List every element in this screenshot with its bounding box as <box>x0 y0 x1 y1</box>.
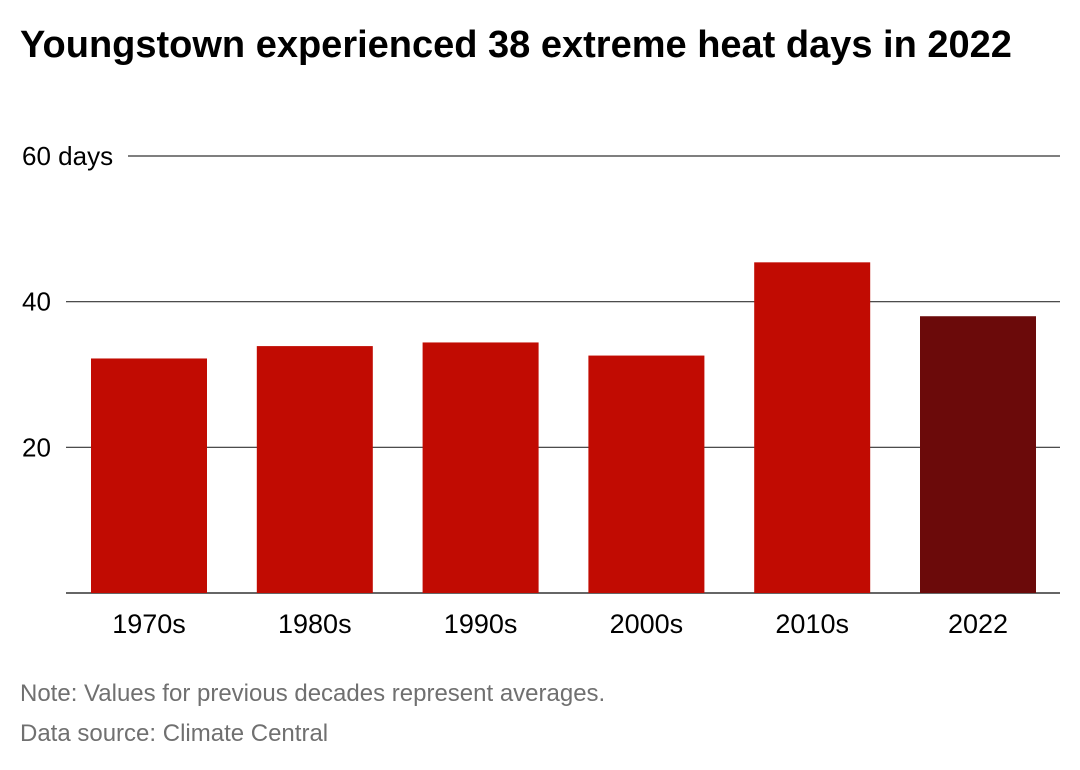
x-tick-label: 1970s <box>112 609 186 639</box>
x-tick-label: 2000s <box>610 609 684 639</box>
x-tick-label: 2010s <box>775 609 849 639</box>
data-source: Data source: Climate Central <box>20 720 329 747</box>
y-tick-label: 60 days <box>22 141 113 171</box>
y-tick-label: 40 <box>22 287 51 317</box>
chart-note: Note: Values for previous decades repres… <box>20 680 606 707</box>
bar-1970s <box>91 358 207 593</box>
bar-1980s <box>256 346 373 593</box>
bars <box>91 262 1036 593</box>
bar-2022 <box>920 316 1036 593</box>
x-tick-label: 1980s <box>278 609 352 639</box>
y-axis-labels: 20 40 60 days <box>22 141 113 462</box>
bar-2010s <box>754 262 871 593</box>
x-tick-label: 2022 <box>948 609 1008 639</box>
x-axis-labels: 1970s 1980s 1990s 2000s 2010s 2022 <box>112 609 1008 639</box>
bar-2000s <box>588 355 705 593</box>
chart-title: Youngstown experienced 38 extreme heat d… <box>20 24 1012 66</box>
gridlines <box>66 155 1060 594</box>
y-tick-label: 20 <box>22 432 51 462</box>
x-tick-label: 1990s <box>444 609 518 639</box>
bar-1990s <box>422 342 539 593</box>
bar-chart: 1970s 1980s 1990s 2000s 2010s 2022 20 40 60 day… <box>22 141 1060 639</box>
